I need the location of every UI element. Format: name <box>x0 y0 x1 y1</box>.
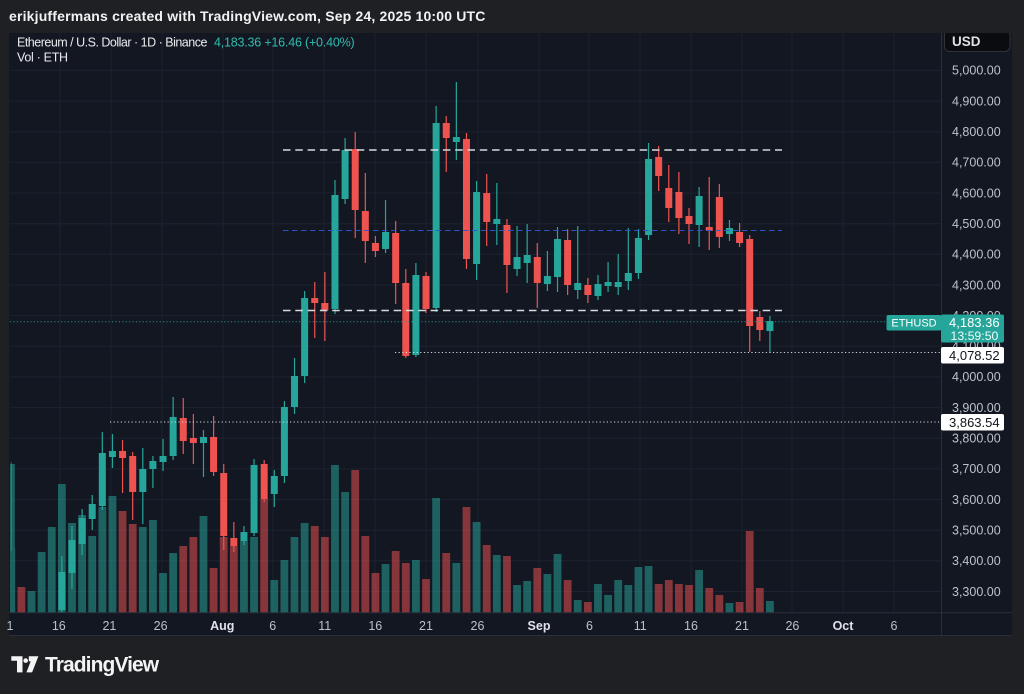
svg-text:13:59:50: 13:59:50 <box>951 329 999 343</box>
svg-text:4,800.00: 4,800.00 <box>952 125 1001 139</box>
svg-text:21: 21 <box>735 619 749 633</box>
svg-text:Sep: Sep <box>528 619 551 633</box>
svg-text:6: 6 <box>269 619 276 633</box>
svg-text:4,600.00: 4,600.00 <box>952 186 1001 200</box>
svg-text:USD: USD <box>952 34 981 49</box>
svg-text:16: 16 <box>684 619 698 633</box>
svg-text:TradingView: TradingView <box>45 654 160 677</box>
svg-text:16: 16 <box>52 619 66 633</box>
svg-text:3,863.54: 3,863.54 <box>949 415 1000 430</box>
svg-text:4,300.00: 4,300.00 <box>952 278 1001 292</box>
svg-text:11: 11 <box>318 619 331 633</box>
svg-text:4,183.36 +16.46 (+0.40%): 4,183.36 +16.46 (+0.40%) <box>214 36 354 50</box>
svg-text:26: 26 <box>471 619 485 633</box>
svg-text:3,700.00: 3,700.00 <box>952 462 1001 476</box>
svg-text:Ethereum / U.S. Dollar · 1D ·: Ethereum / U.S. Dollar · 1D · Binance <box>17 36 207 50</box>
svg-text:16: 16 <box>368 619 382 633</box>
svg-text:3,900.00: 3,900.00 <box>952 401 1001 415</box>
svg-text:3,500.00: 3,500.00 <box>952 524 1001 538</box>
svg-text:26: 26 <box>154 619 168 633</box>
svg-text:3,600.00: 3,600.00 <box>952 493 1001 507</box>
svg-text:6: 6 <box>586 619 593 633</box>
svg-text:26: 26 <box>785 619 799 633</box>
svg-text:5,000.00: 5,000.00 <box>952 64 1001 78</box>
svg-text:ETHUSD: ETHUSD <box>891 318 936 330</box>
svg-text:Vol · ETH: Vol · ETH <box>17 51 68 65</box>
svg-text:21: 21 <box>419 619 433 633</box>
svg-text:erikjuffermans created with Tr: erikjuffermans created with TradingView.… <box>9 8 486 24</box>
svg-text:4,700.00: 4,700.00 <box>952 156 1001 170</box>
svg-text:4,000.00: 4,000.00 <box>952 370 1001 384</box>
svg-text:3,800.00: 3,800.00 <box>952 432 1001 446</box>
svg-text:Aug: Aug <box>210 619 234 633</box>
svg-text:4,900.00: 4,900.00 <box>952 94 1001 108</box>
svg-text:3,300.00: 3,300.00 <box>952 585 1001 599</box>
svg-text:4,400.00: 4,400.00 <box>952 248 1001 262</box>
svg-text:4,500.00: 4,500.00 <box>952 217 1001 231</box>
svg-text:1: 1 <box>7 619 14 633</box>
svg-text:11: 11 <box>634 619 647 633</box>
svg-text:6: 6 <box>891 619 898 633</box>
svg-text:3,400.00: 3,400.00 <box>952 554 1001 568</box>
svg-text:21: 21 <box>102 619 116 633</box>
svg-text:4,078.52: 4,078.52 <box>949 348 1000 363</box>
svg-text:4,183.36: 4,183.36 <box>949 315 1000 330</box>
svg-text:Oct: Oct <box>833 619 855 633</box>
